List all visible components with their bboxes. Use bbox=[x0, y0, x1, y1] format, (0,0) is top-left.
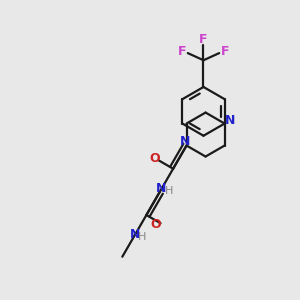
Text: N: N bbox=[225, 114, 235, 127]
Text: N: N bbox=[130, 228, 140, 241]
Text: F: F bbox=[178, 45, 186, 58]
Text: H: H bbox=[138, 232, 146, 242]
Text: N: N bbox=[156, 182, 167, 195]
Text: H: H bbox=[164, 186, 173, 196]
Text: N: N bbox=[180, 136, 190, 148]
Text: F: F bbox=[221, 45, 230, 58]
Text: O: O bbox=[150, 152, 160, 165]
Text: F: F bbox=[199, 33, 208, 46]
Text: O: O bbox=[150, 218, 160, 231]
